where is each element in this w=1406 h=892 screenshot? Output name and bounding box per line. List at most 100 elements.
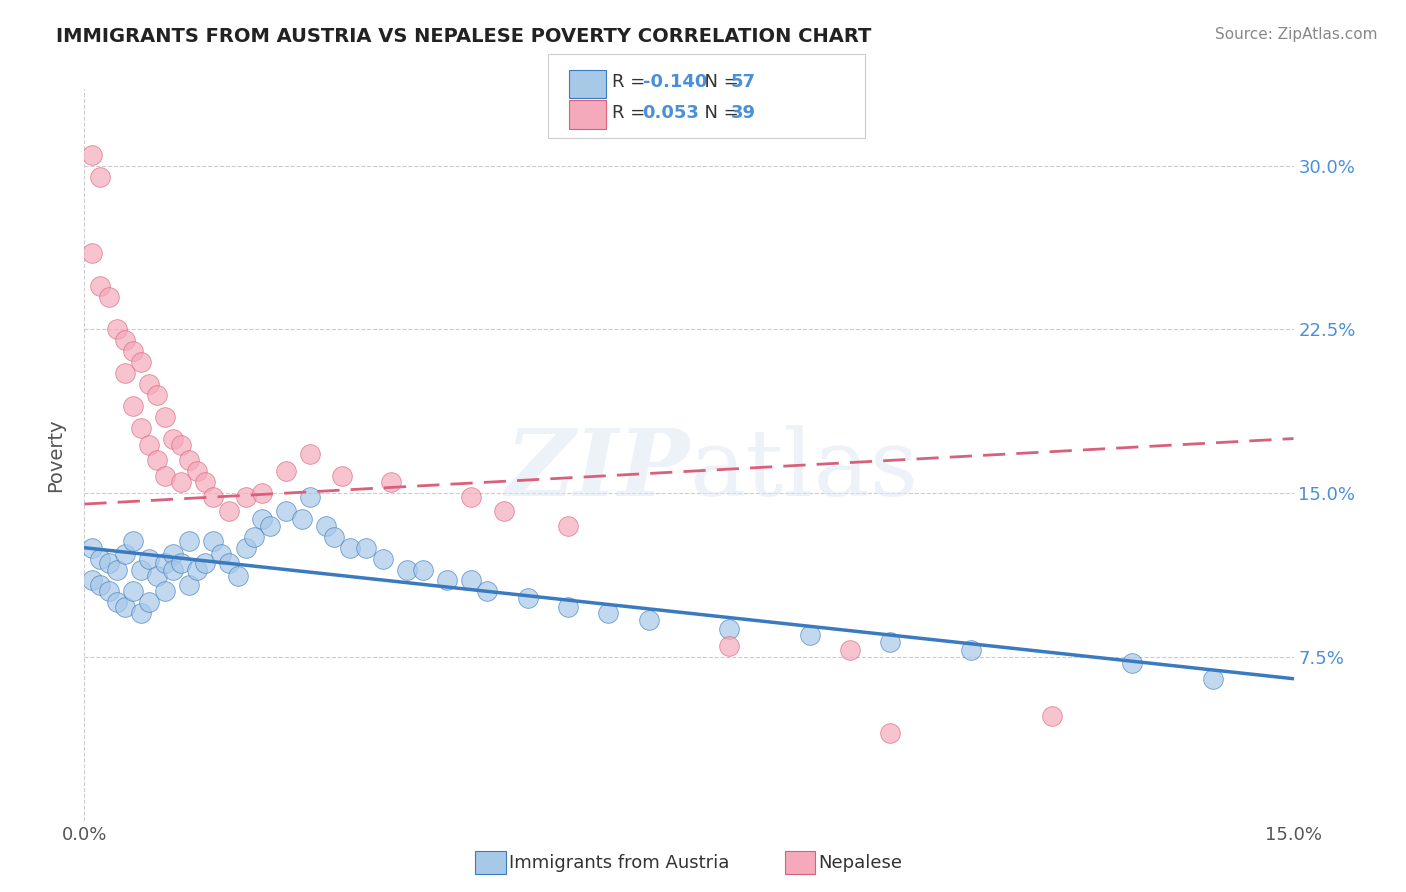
Point [146, 388, 169, 402]
Point [82, 541, 104, 555]
Point [412, 563, 434, 577]
Point [516, 591, 538, 605]
Text: -0.140: -0.140 [643, 73, 707, 91]
Point [162, 563, 184, 577]
Point [330, 468, 353, 483]
Point [170, 438, 193, 452]
Text: N =: N = [693, 73, 745, 91]
Point [162, 547, 184, 561]
Point [557, 519, 579, 533]
Text: R =: R = [612, 103, 651, 121]
Point [114, 599, 136, 614]
Point [226, 569, 249, 583]
Point [250, 486, 273, 500]
Point [477, 584, 499, 599]
Point [179, 578, 201, 592]
Point [218, 503, 240, 517]
Point [105, 322, 128, 336]
Point [194, 475, 217, 490]
Point [799, 628, 821, 642]
Point [97, 556, 120, 570]
Point [138, 595, 160, 609]
Point [460, 574, 482, 588]
Point [129, 606, 152, 620]
Point [436, 574, 458, 588]
Point [138, 551, 160, 566]
Point [129, 563, 152, 577]
Point [274, 503, 297, 517]
Point [114, 547, 136, 561]
Point [153, 409, 176, 424]
Point [718, 639, 741, 653]
Point [395, 563, 418, 577]
Point [170, 475, 193, 490]
Point [153, 468, 176, 483]
Text: 0.053: 0.053 [643, 103, 699, 121]
Point [218, 556, 240, 570]
Point [202, 491, 225, 505]
Point [82, 246, 104, 260]
Point [259, 519, 281, 533]
Point [153, 556, 176, 570]
Point [89, 551, 111, 566]
Point [299, 491, 322, 505]
Text: Nepalese: Nepalese [818, 854, 903, 871]
Point [97, 584, 120, 599]
Point [194, 556, 217, 570]
Point [960, 643, 983, 657]
Point [170, 556, 193, 570]
Point [121, 344, 143, 359]
Point [121, 399, 143, 413]
Point [299, 447, 322, 461]
Y-axis label: Poverty: Poverty [46, 418, 66, 491]
Point [460, 491, 482, 505]
Point [879, 726, 901, 740]
Point [323, 530, 346, 544]
Point [242, 530, 264, 544]
Point [146, 569, 169, 583]
Text: 57: 57 [731, 73, 756, 91]
Point [186, 563, 208, 577]
Point [250, 512, 273, 526]
Point [138, 438, 160, 452]
Point [82, 574, 104, 588]
Point [839, 643, 862, 657]
Point [105, 563, 128, 577]
Point [146, 453, 169, 467]
Point [718, 622, 741, 636]
Point [82, 147, 104, 161]
Point [371, 551, 394, 566]
Text: Immigrants from Austria: Immigrants from Austria [509, 854, 730, 871]
Point [179, 534, 201, 549]
Text: 39: 39 [731, 103, 756, 121]
Point [202, 534, 225, 549]
Text: N =: N = [693, 103, 745, 121]
Point [129, 355, 152, 369]
Point [1202, 672, 1225, 686]
Point [129, 420, 152, 434]
Point [235, 541, 257, 555]
Point [121, 534, 143, 549]
Point [121, 584, 143, 599]
Point [97, 290, 120, 304]
Point [879, 634, 901, 648]
Point [89, 169, 111, 184]
Point [598, 606, 620, 620]
Point [492, 503, 515, 517]
Point [138, 376, 160, 391]
Point [356, 541, 378, 555]
Point [1121, 657, 1143, 671]
Text: Source: ZipAtlas.com: Source: ZipAtlas.com [1215, 27, 1378, 42]
Point [179, 453, 201, 467]
Point [105, 595, 128, 609]
Point [153, 584, 176, 599]
Point [274, 464, 297, 478]
Point [162, 432, 184, 446]
Point [235, 491, 257, 505]
Point [291, 512, 314, 526]
Text: R =: R = [612, 73, 651, 91]
Point [209, 547, 232, 561]
Point [114, 366, 136, 380]
Point [89, 578, 111, 592]
Point [186, 464, 208, 478]
